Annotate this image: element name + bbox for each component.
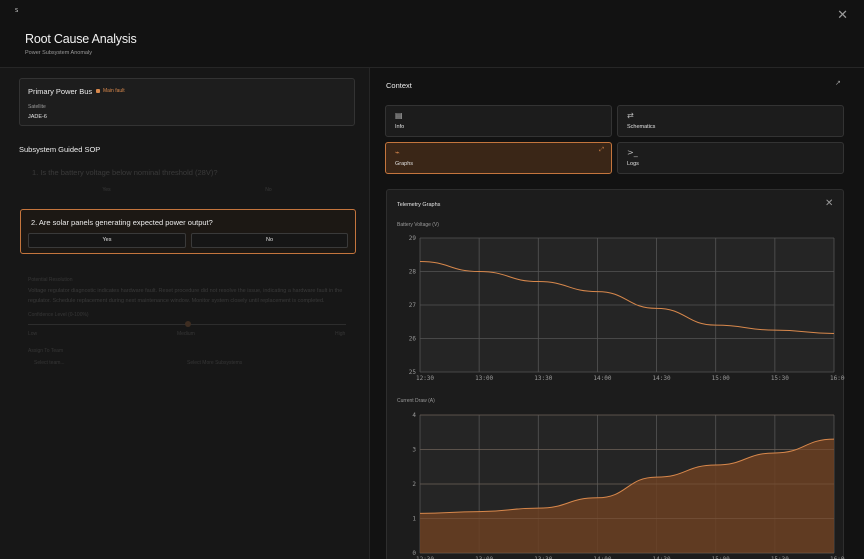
tile-schematics-label: Schematics — [627, 124, 656, 130]
chart-2-xtick: 13:30 — [534, 556, 552, 559]
chart-1-xtick: 14:30 — [653, 375, 671, 382]
asset-card — [19, 78, 355, 126]
fault-dot-icon — [96, 89, 100, 93]
chart-1-xtick: 15:00 — [712, 375, 730, 382]
resolution-text: Voltage regulator diagnostic indicates h… — [28, 288, 343, 304]
select-more-button[interactable]: Select More Subsystems — [187, 360, 243, 366]
fault-badge-label: Main fault — [103, 88, 125, 94]
chart-2-ytick: 0 — [412, 550, 416, 557]
tile-graphs[interactable]: ⌁ Graphs ⤢ — [385, 142, 612, 174]
chart-2-xtick: 16:00 — [830, 556, 845, 559]
chart-2-xtick: 14:30 — [653, 556, 671, 559]
question-2-text: 2. Are solar panels generating expected … — [31, 218, 213, 227]
chart-2-ytick: 2 — [412, 481, 416, 488]
chart-1-ytick: 29 — [409, 235, 417, 242]
satellite-value: JADE-6 — [28, 114, 47, 120]
graph-icon: ⌁ — [395, 148, 400, 157]
satellite-label: Satellite — [28, 104, 46, 110]
chart-1-title: Battery Voltage (V) — [397, 222, 439, 228]
slider-tick-low: Low — [28, 331, 38, 337]
chart-1-ytick: 25 — [409, 369, 417, 376]
telemetry-charts: 12:30 13:00 13:30 14:00 14:30 15:00 15:30 16:00… — [409, 235, 845, 559]
confidence-label: Confidence Level (0-100%) — [28, 312, 89, 318]
tile-graphs-label: Graphs — [395, 161, 414, 167]
chart-1-xtick: 12:30 — [416, 375, 434, 382]
terminal-icon: >_ — [627, 148, 638, 157]
telemetry-panel: Telemetry Graphs ✕ Battery Voltage (V) C… — [386, 189, 845, 559]
asset-title: Primary Power Bus — [28, 87, 93, 96]
sop-panel — [0, 68, 370, 559]
chart-2-ytick: 3 — [412, 447, 416, 454]
chart-2-xtick: 14:00 — [593, 556, 611, 559]
chart-2-xtick: 13:00 — [475, 556, 493, 559]
document-icon: ▤ — [395, 111, 403, 120]
chart-1-xtick: 15:30 — [771, 375, 789, 382]
chart-1-series-line — [419, 260, 835, 334]
q1-yes-button[interactable]: Yes — [102, 187, 111, 193]
close-icon[interactable]: ✕ — [837, 8, 848, 23]
telemetry-title: Telemetry Graphs — [397, 202, 441, 208]
question-1-text: 1. Is the battery voltage below nominal … — [32, 168, 218, 177]
tile-logs-label: Logs — [627, 161, 639, 167]
chart-2-xtick: 15:30 — [771, 556, 789, 559]
chart-2-ytick: 1 — [412, 516, 416, 523]
schematic-icon: ⇄ — [627, 111, 634, 120]
context-title: Context — [386, 81, 412, 90]
slider-tick-high: High — [335, 331, 346, 337]
app-logo: S — [15, 8, 19, 14]
chart-1-ytick: 28 — [409, 269, 417, 276]
confidence-slider-thumb[interactable] — [185, 321, 191, 327]
chart-1-xtick: 13:00 — [475, 375, 493, 382]
slider-tick-medium: Medium — [177, 331, 195, 337]
expand-icon: ⤢ — [599, 146, 604, 153]
tile-info-label: Info — [395, 124, 405, 130]
chart-1-ytick: 27 — [409, 302, 417, 309]
chart-2-series-line — [419, 438, 835, 514]
q2-no-button[interactable]: No — [191, 233, 348, 248]
chart-2-ytick: 4 — [412, 412, 416, 419]
sop-title: Subsystem Guided SOP — [19, 145, 101, 154]
q2-yes-button[interactable]: Yes — [28, 233, 186, 248]
chart-1-xtick: 16:00 — [830, 375, 845, 382]
resolution-label: Potential Resolution — [28, 277, 73, 283]
page-title: Root Cause Analysis — [25, 32, 137, 46]
sop-question-2: 2. Are solar panels generating expected … — [20, 209, 356, 254]
chart-1-xtick: 14:00 — [593, 375, 611, 382]
fault-badge: Main fault — [96, 88, 125, 94]
external-link-icon[interactable]: ↗ — [835, 79, 841, 87]
tile-logs[interactable]: >_ Logs — [617, 142, 844, 174]
telemetry-close-icon[interactable]: ✕ — [825, 198, 834, 209]
q1-no-button[interactable]: No — [265, 187, 272, 193]
chart-2-area-fill — [420, 439, 834, 553]
chart-1-ytick: 26 — [409, 336, 417, 343]
tile-schematics[interactable]: ⇄ Schematics — [617, 105, 844, 137]
sop-question-1: 1. Is the battery voltage below nominal … — [20, 160, 355, 202]
assign-label: Assign To Team — [28, 348, 64, 354]
header-divider — [0, 67, 864, 68]
chart-2-xtick: 12:30 — [416, 556, 434, 559]
team-select[interactable]: Select team... — [34, 360, 65, 366]
resolution-section: Potential Resolution Voltage regulator d… — [20, 268, 355, 378]
chart-2-title: Current Draw (A) — [397, 398, 435, 404]
chart-1-xtick: 13:30 — [534, 375, 552, 382]
tile-info[interactable]: ▤ Info — [385, 105, 612, 137]
page-subtitle: Power Subsystem Anomaly — [25, 50, 92, 56]
chart-2-xtick: 15:00 — [712, 556, 730, 559]
confidence-slider-track[interactable] — [28, 324, 346, 325]
